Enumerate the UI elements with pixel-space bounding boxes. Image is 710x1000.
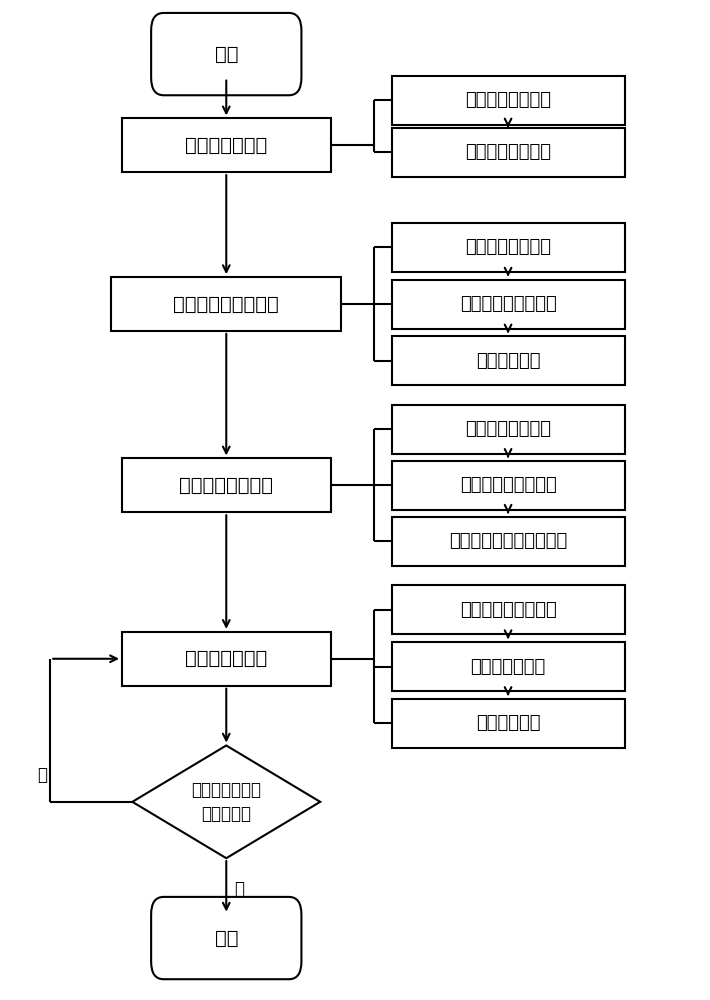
Text: 划分区域确定节点: 划分区域确定节点: [465, 238, 551, 256]
Bar: [391, 517, 625, 566]
Text: 非均匀温度场分布: 非均匀温度场分布: [465, 143, 551, 161]
Text: 伺服电机热分析: 伺服电机热分析: [185, 136, 268, 155]
FancyBboxPatch shape: [151, 897, 302, 979]
Bar: [391, 223, 625, 272]
Text: 不同换热区通道密度: 不同换热区通道密度: [459, 476, 557, 494]
Text: 否: 否: [37, 766, 47, 784]
Text: 主动热控制仿真: 主动热控制仿真: [185, 649, 268, 668]
Bar: [391, 280, 625, 329]
Text: 伺服电机热网络模型: 伺服电机热网络模型: [173, 294, 279, 314]
Text: 分析传热系数建立控制面: 分析传热系数建立控制面: [449, 532, 567, 550]
Bar: [122, 458, 331, 512]
Text: 结束: 结束: [214, 929, 238, 948]
Text: 是: 是: [234, 880, 244, 898]
Text: 热阻计算与温升计算: 热阻计算与温升计算: [459, 295, 557, 313]
Text: 伺服电机损耗计算: 伺服电机损耗计算: [465, 91, 551, 109]
Text: 散热需求分析: 散热需求分析: [476, 352, 540, 370]
Text: 热沉尺寸参数确定: 热沉尺寸参数确定: [465, 420, 551, 438]
Text: 热控制性能评估
满足条件？: 热控制性能评估 满足条件？: [191, 781, 261, 823]
Text: 热网络模型完善: 热网络模型完善: [471, 658, 546, 676]
Polygon shape: [132, 745, 320, 858]
Text: 开始: 开始: [214, 45, 238, 64]
Bar: [391, 642, 625, 691]
Bar: [122, 632, 331, 686]
Text: 变传热系数模块搭建: 变传热系数模块搭建: [459, 601, 557, 619]
Bar: [391, 699, 625, 748]
Bar: [122, 118, 331, 172]
Bar: [391, 461, 625, 510]
Bar: [391, 585, 625, 634]
Text: 仿真结果对比: 仿真结果对比: [476, 714, 540, 732]
Bar: [391, 336, 625, 385]
FancyBboxPatch shape: [151, 13, 302, 95]
Bar: [391, 405, 625, 454]
Bar: [391, 76, 625, 125]
Text: 微小通道热沉设计: 微小通道热沉设计: [180, 476, 273, 495]
Bar: [111, 277, 341, 331]
Bar: [391, 128, 625, 177]
